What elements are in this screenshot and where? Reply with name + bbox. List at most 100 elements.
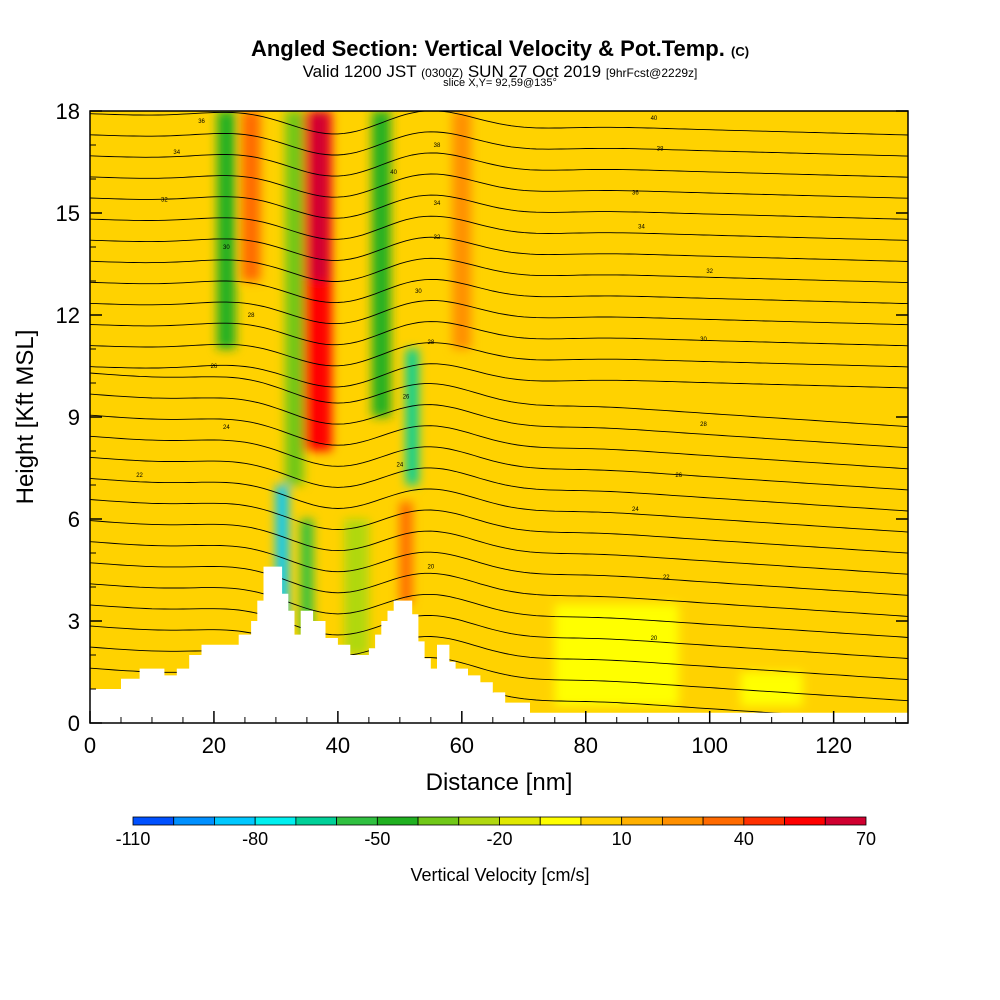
velocity-cell-12 bbox=[554, 604, 679, 706]
isentrope-line bbox=[90, 342, 908, 368]
colorbar-swatch bbox=[376, 816, 419, 826]
isentrope-label: 24 bbox=[223, 425, 230, 431]
y-axis-label: Height [Kft MSL] bbox=[12, 330, 39, 505]
isentrope-label: 28 bbox=[700, 422, 707, 428]
velocity-cell-10 bbox=[452, 111, 472, 349]
velocity-cell-4 bbox=[300, 519, 314, 638]
isentrope-line bbox=[90, 363, 908, 389]
isentrope-label: 36 bbox=[198, 119, 205, 125]
colorbar-swatch bbox=[417, 816, 460, 826]
velocity-cell-5 bbox=[217, 111, 236, 349]
x-tick-label: 120 bbox=[815, 733, 852, 758]
colorbar-label: Vertical Velocity [cm/s] bbox=[410, 865, 589, 885]
colorbar-tick-label: 70 bbox=[856, 829, 876, 849]
colorbar-tick-label: -50 bbox=[364, 829, 390, 849]
colorbar-swatch bbox=[499, 816, 541, 826]
isentrope-label: 30 bbox=[223, 245, 230, 251]
isentrope-line bbox=[90, 257, 908, 284]
isentrope-line bbox=[90, 278, 908, 305]
chart-subtitle: Valid 1200 JST (0300Z) SUN 27 Oct 2019 [… bbox=[0, 62, 1000, 82]
isentrope-line bbox=[90, 456, 908, 512]
x-tick-label: 20 bbox=[202, 733, 226, 758]
slice-info: slice X,Y= 92,59@135° bbox=[443, 77, 557, 89]
valid-time: Valid 1200 JST bbox=[302, 62, 417, 81]
isentrope-label: 34 bbox=[434, 201, 441, 207]
isentrope-line bbox=[90, 372, 908, 428]
colorbar-swatch bbox=[743, 816, 785, 826]
colorbar-swatch bbox=[254, 816, 297, 826]
isentrope-label: 32 bbox=[434, 235, 441, 241]
isentrope-label: 28 bbox=[248, 313, 255, 319]
colorbar-swatch bbox=[661, 816, 704, 826]
velocity-cell-2 bbox=[285, 111, 304, 485]
colorbar-tick-label: -80 bbox=[242, 829, 268, 849]
y-tick-label: 6 bbox=[68, 507, 80, 532]
velocity-cell-8 bbox=[406, 349, 419, 485]
isentrope-line bbox=[90, 393, 908, 449]
isentrope-line bbox=[90, 435, 908, 491]
isentrope-line bbox=[90, 520, 908, 575]
isentrope-label: 26 bbox=[211, 364, 218, 370]
isentrope-label: 22 bbox=[136, 473, 143, 479]
isentrope-line bbox=[90, 321, 908, 347]
terrain bbox=[90, 566, 908, 723]
isentrope-label: 20 bbox=[427, 565, 434, 571]
colorbar-swatch bbox=[336, 816, 378, 826]
isentrope-label: 40 bbox=[651, 116, 658, 122]
colorbar-swatch bbox=[458, 816, 500, 826]
valid-zulu: (0300Z) bbox=[421, 66, 464, 80]
isentrope-line bbox=[90, 562, 908, 617]
colorbar-swatch bbox=[214, 816, 256, 826]
y-tick-label: 18 bbox=[56, 99, 80, 124]
isentrope-label: 28 bbox=[427, 340, 434, 346]
colorbar-tick-label: 40 bbox=[734, 829, 754, 849]
isentrope-line bbox=[90, 499, 908, 554]
isentrope-label: 26 bbox=[675, 473, 682, 479]
isentrope-line bbox=[90, 625, 908, 681]
colorbar-swatch bbox=[295, 816, 338, 826]
x-tick-label: 80 bbox=[574, 733, 598, 758]
colorbar-swatch bbox=[784, 816, 826, 826]
isentrope-label: 32 bbox=[706, 269, 713, 275]
colorbar-swatch bbox=[580, 816, 623, 826]
isentrope-line bbox=[90, 111, 908, 136]
colorbar-swatch bbox=[824, 816, 867, 826]
colorbar-tick-label: 10 bbox=[612, 829, 632, 849]
velocity-cell-7 bbox=[371, 111, 391, 417]
isentrope-line bbox=[90, 541, 908, 596]
isentrope-line bbox=[90, 583, 908, 638]
velocity-cell-9 bbox=[399, 502, 413, 604]
isentrope-line bbox=[90, 215, 908, 241]
isentrope-label: 22 bbox=[663, 575, 670, 581]
isentrope-line bbox=[90, 152, 908, 178]
isentrope-label: 24 bbox=[397, 463, 404, 469]
colorbar-tick-label: -20 bbox=[486, 829, 512, 849]
valid-date: SUN 27 Oct 2019 bbox=[467, 62, 602, 81]
colorbar-swatch bbox=[539, 816, 582, 826]
isentrope-label: 38 bbox=[657, 146, 664, 152]
x-tick-label: 100 bbox=[691, 733, 728, 758]
isentrope-line bbox=[90, 236, 908, 262]
x-tick-label: 0 bbox=[84, 733, 96, 758]
isentrope-line bbox=[90, 414, 908, 470]
isentrope-line bbox=[90, 194, 908, 220]
isentrope-line bbox=[90, 300, 908, 326]
y-tick-label: 15 bbox=[56, 201, 80, 226]
x-tick-label: 60 bbox=[450, 733, 474, 758]
isentrope-label: 38 bbox=[434, 143, 441, 149]
y-tick-label: 12 bbox=[56, 303, 80, 328]
colorbar-swatch bbox=[132, 816, 175, 826]
velocity-cell-13 bbox=[740, 672, 803, 706]
isentrope-line bbox=[90, 173, 908, 199]
isentrope-label: 36 bbox=[632, 191, 639, 197]
y-tick-label: 3 bbox=[68, 609, 80, 634]
isentrope-label: 34 bbox=[173, 150, 180, 156]
velocity-cell-11 bbox=[344, 519, 369, 655]
isentrope-line bbox=[90, 604, 908, 659]
isentrope-label: 30 bbox=[415, 289, 422, 295]
x-tick-label: 40 bbox=[326, 733, 350, 758]
isentrope-label: 26 bbox=[403, 395, 410, 401]
colorbar-swatch bbox=[702, 816, 745, 826]
isentrope-label: 30 bbox=[700, 337, 707, 343]
